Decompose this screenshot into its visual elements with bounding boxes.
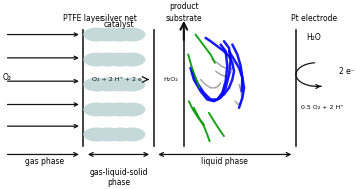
Text: O₂: O₂ [3, 73, 12, 82]
Text: gas phase: gas phase [25, 157, 64, 166]
Text: 2 e⁻: 2 e⁻ [340, 67, 355, 76]
Circle shape [119, 28, 145, 41]
Text: H₂O₂: H₂O₂ [164, 77, 178, 82]
Circle shape [96, 28, 121, 41]
Circle shape [108, 78, 133, 91]
Circle shape [108, 103, 133, 116]
Circle shape [108, 28, 133, 41]
Circle shape [84, 53, 110, 66]
Circle shape [96, 78, 121, 91]
Text: silver net: silver net [101, 14, 136, 23]
Circle shape [84, 103, 110, 116]
Circle shape [96, 128, 121, 141]
Text: catalyst: catalyst [103, 20, 134, 29]
Circle shape [119, 103, 145, 116]
Circle shape [119, 53, 145, 66]
Text: Pt electrode: Pt electrode [291, 14, 337, 23]
Circle shape [84, 28, 110, 41]
Circle shape [119, 128, 145, 141]
Circle shape [96, 53, 121, 66]
Circle shape [119, 78, 145, 91]
Circle shape [96, 103, 121, 116]
Text: H₂O: H₂O [306, 33, 321, 42]
Text: 0.5 O₂ + 2 H⁺: 0.5 O₂ + 2 H⁺ [301, 105, 344, 110]
Circle shape [84, 78, 110, 91]
Text: gas-liquid-solid
phase: gas-liquid-solid phase [89, 168, 148, 187]
Circle shape [108, 128, 133, 141]
Text: liquid phase: liquid phase [201, 157, 248, 166]
Text: PTFE layer: PTFE layer [63, 14, 104, 23]
Text: product: product [169, 2, 199, 11]
Text: O₂ + 2 H⁺ + 2 e⁻: O₂ + 2 H⁺ + 2 e⁻ [92, 77, 145, 82]
Circle shape [84, 128, 110, 141]
Text: substrate: substrate [166, 14, 202, 23]
Circle shape [108, 53, 133, 66]
